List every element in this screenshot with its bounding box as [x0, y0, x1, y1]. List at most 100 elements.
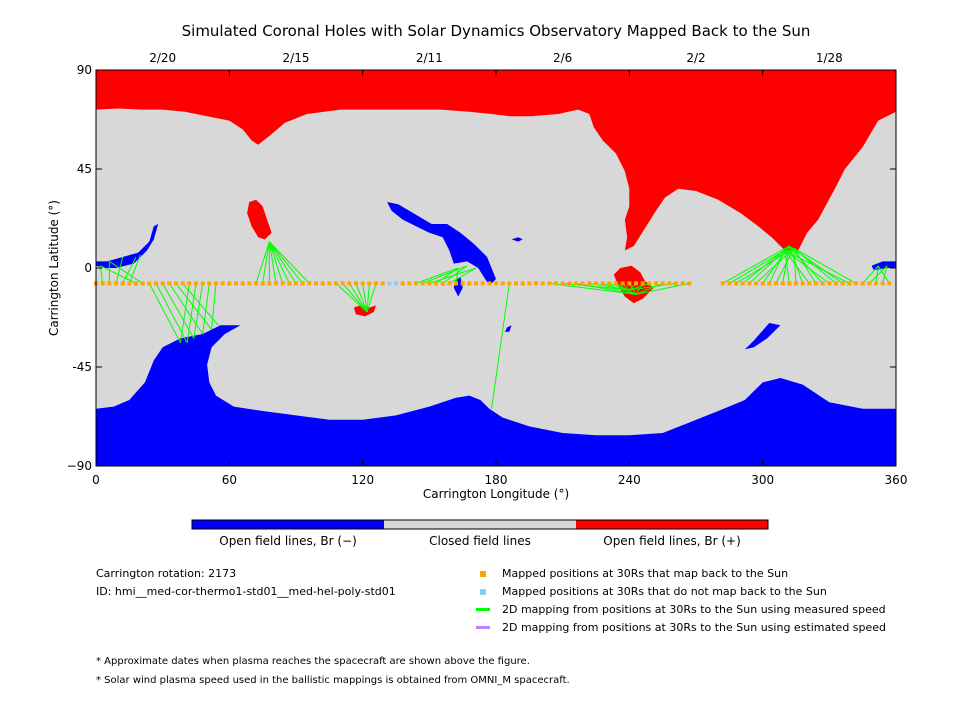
mapped-point [814, 281, 818, 286]
top-date-axis: 2/20 2/15 2/11 2/6 2/2 1/28 [149, 51, 843, 65]
mapped-point [407, 281, 412, 286]
top-date-label: 2/11 [416, 51, 443, 65]
legend-measured-label: 2D mapping from positions at 30Rs to the… [502, 602, 886, 616]
legend-not-mapped-label: Mapped positions at 30Rs that do not map… [502, 584, 827, 598]
y-axis-label: Carrington Latitude (°) [47, 200, 61, 336]
mapped-point [500, 281, 505, 286]
model-id: ID: hmi__med-cor-thermo1-std01__med-hel-… [96, 585, 396, 598]
mapped-point [214, 281, 218, 286]
note-speed: * Solar wind plasma speed used in the ba… [96, 675, 570, 686]
mapped-point [774, 281, 778, 286]
field-line [128, 254, 141, 284]
mapped-point [127, 281, 132, 286]
field-line [422, 265, 468, 284]
mapped-point [107, 281, 112, 286]
top-date-label: 2/2 [686, 51, 705, 65]
x-axis-ticks: 0 60 120 180 240 300 360 [92, 70, 907, 487]
x-tick-label: 240 [618, 473, 641, 487]
mapped-point [840, 281, 845, 286]
mapped-point [680, 281, 685, 286]
mapped-point [620, 281, 625, 286]
y-tick-label: -45 [72, 360, 92, 374]
field-line [268, 241, 304, 284]
mapped-point [100, 281, 105, 286]
field-line [268, 241, 297, 284]
mapped-point [547, 281, 552, 286]
mapped-point [374, 281, 378, 286]
colorbar-label-negative: Open field lines, Br (−) [219, 534, 357, 548]
field-line [179, 283, 190, 343]
field-line [348, 283, 368, 313]
field-line [748, 250, 786, 284]
field-line [109, 260, 143, 284]
positive-coronal-hole [613, 265, 654, 304]
mapped-point [747, 281, 752, 286]
mapped-point [300, 281, 305, 286]
mapped-point [787, 281, 792, 286]
mapped-point [554, 281, 558, 286]
mapped-point [187, 281, 192, 286]
legend-measured: 2D mapping from positions at 30Rs to the… [476, 602, 886, 616]
field-line [415, 267, 459, 284]
field-line [268, 241, 310, 284]
mapped-point [587, 281, 592, 286]
field-line [255, 241, 270, 284]
mapped-point [454, 281, 458, 286]
mapped-point [880, 281, 885, 286]
colorbar-label-closed: Closed field lines [429, 534, 531, 548]
mapped-point [734, 281, 738, 286]
field-line [186, 283, 197, 343]
field-line [491, 283, 510, 409]
mapped-point [600, 281, 605, 286]
mapped-point [480, 281, 485, 286]
field-line [868, 265, 888, 284]
top-date-label: 2/20 [149, 51, 176, 65]
mapped-point [867, 281, 872, 286]
mapped-point [494, 281, 498, 286]
field-line [882, 265, 888, 284]
x-tick-label: 120 [351, 473, 374, 487]
mapped-point [200, 281, 205, 286]
x-tick-label: 60 [222, 473, 237, 487]
plot-area [94, 69, 897, 467]
y-tick-label: 0 [84, 261, 92, 275]
mapped-point [267, 281, 272, 286]
colorbar-negative [192, 520, 384, 529]
mapped-point [514, 281, 518, 286]
mapped-point [827, 281, 832, 286]
field-line [635, 282, 663, 295]
mapped-point [740, 281, 745, 286]
field-line [784, 249, 830, 284]
chart-title: Simulated Coronal Holes with Solar Dynam… [182, 22, 811, 40]
field-line [355, 283, 368, 313]
mapped-point [527, 281, 532, 286]
field-line [435, 267, 459, 284]
mapped-point [360, 281, 365, 286]
field-line [875, 265, 879, 284]
field-line [100, 265, 137, 284]
negative-coronal-hole [511, 237, 523, 242]
colorbar [191, 519, 769, 530]
legend-mapped-marker [476, 567, 490, 580]
mapped-point [340, 281, 345, 286]
mapped-point [140, 281, 145, 286]
field-line [268, 241, 284, 284]
mapped-point [654, 281, 658, 286]
field-line [793, 247, 857, 284]
mapped-point [834, 281, 838, 286]
mapped-point [180, 281, 185, 286]
mapped-point [667, 281, 672, 286]
x-tick-label: 180 [485, 473, 508, 487]
field-line [342, 283, 368, 313]
mapped-point [120, 281, 125, 286]
carrington-rotation: Carrington rotation: 2173 [96, 567, 237, 580]
mapped-point [767, 281, 772, 286]
x-tick-label: 360 [885, 473, 908, 487]
mapped-point [520, 281, 525, 286]
y-tick-label: −90 [67, 459, 92, 473]
field-line [722, 245, 790, 284]
field-line [335, 283, 368, 313]
mapped-point [167, 281, 172, 286]
mapped-point [574, 281, 578, 286]
